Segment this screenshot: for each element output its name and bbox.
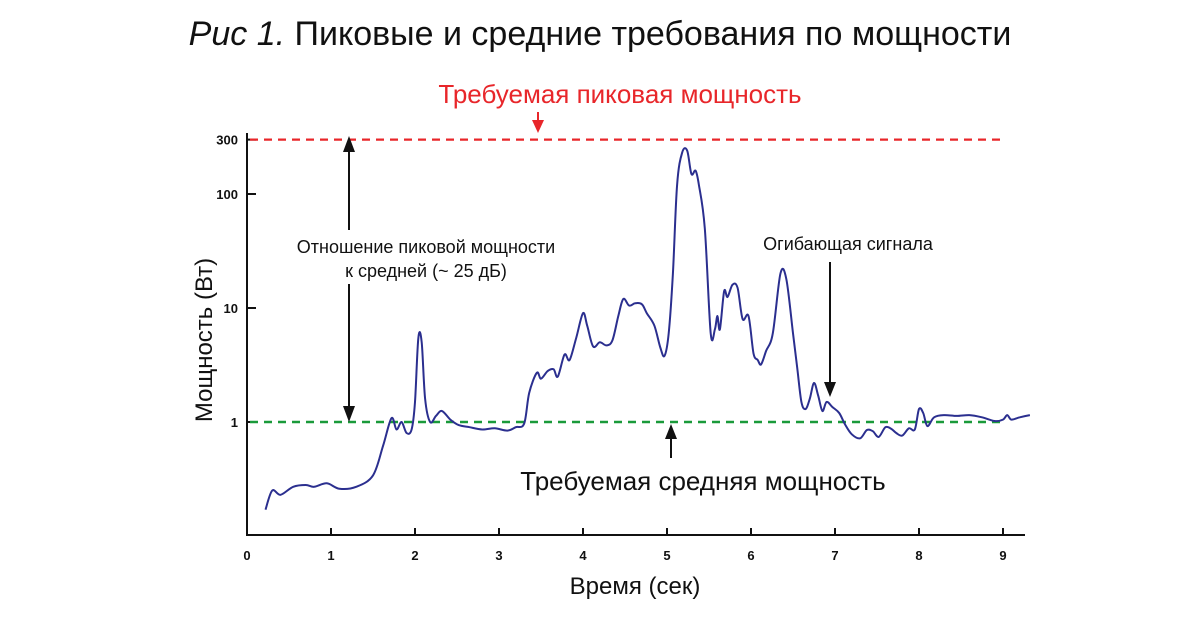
y-tick-label: 1 [231,415,238,430]
ratio-arrow-down-head [343,406,355,422]
x-tick-label: 5 [663,548,670,563]
y-tick-label: 100 [216,187,238,202]
axes [246,133,1025,536]
envelope-arrow: Огибающая сигнала [763,234,934,397]
x-tick-label: 4 [579,548,587,563]
average-line-label: Требуемая средняя мощность [520,466,885,496]
average-arrow-head [665,424,677,439]
signal-envelope-line [264,147,1031,511]
envelope-arrow-head [824,382,836,397]
x-tick-label: 6 [747,548,754,563]
x-tick-label: 0 [243,548,250,563]
average-arrow [665,424,677,458]
y-axis-label: Мощность (Вт) [191,258,218,422]
y-tick-label: 10 [224,301,238,316]
x-tick-label: 2 [411,548,418,563]
ratio-arrow-up-head [343,136,355,152]
x-ticks: 0 1 2 3 4 5 6 7 8 9 [243,528,1007,563]
x-tick-label: 9 [999,548,1006,563]
peak-arrow [532,112,544,133]
ratio-label-line2: к средней (~ 25 дБ) [345,261,507,281]
y-ticks: 1 10 100 300 [216,133,256,430]
x-axis-label: Время (сек) [570,573,701,600]
x-tick-label: 8 [915,548,922,563]
x-tick-label: 3 [495,548,502,563]
peak-arrow-head [532,120,544,133]
ratio-label-line1: Отношение пиковой мощности [297,237,555,257]
chart-title: Рис 1. Пиковые и средние требования по м… [189,15,1012,53]
peak-line-label: Требуемая пиковая мощность [438,79,801,109]
chart-title-main: Пиковые и средние требования по мощности [295,15,1012,53]
ratio-arrow: Отношение пиковой мощности к средней (~ … [270,136,590,422]
chart-title-prefix: Рис 1. [189,15,285,53]
ratio-label-background [270,230,590,284]
x-tick-label: 7 [831,548,838,563]
y-tick-label: 300 [216,133,238,148]
x-tick-label: 1 [327,548,334,563]
envelope-label: Огибающая сигнала [763,234,934,254]
